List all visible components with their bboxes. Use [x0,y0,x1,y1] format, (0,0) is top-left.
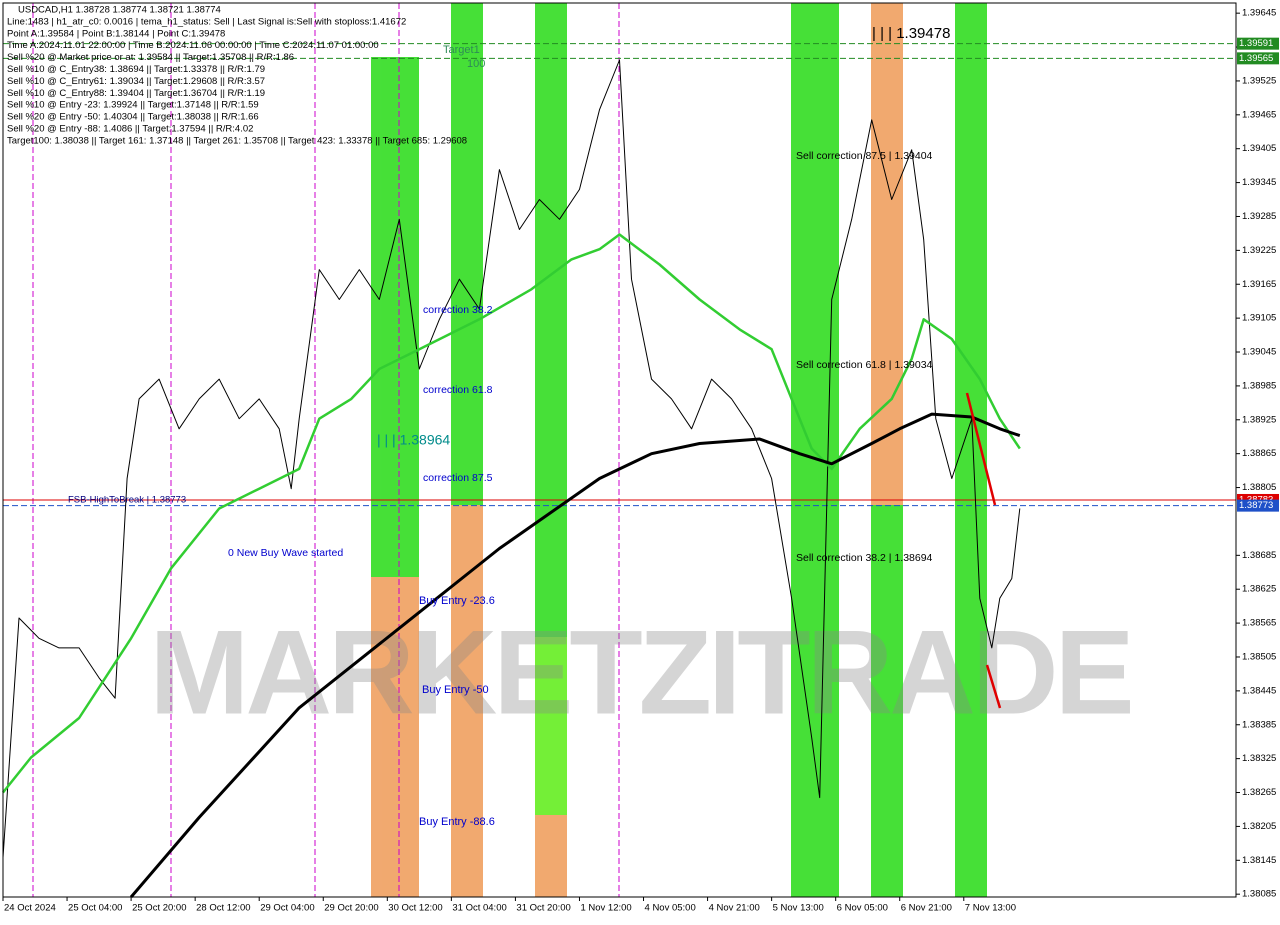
y-tick-label: 1.39105 [1242,313,1276,324]
annotation: Sell correction 61.8 | 1.39034 [796,359,933,371]
price-box [1237,499,1279,512]
y-tick-label: 1.39285 [1242,211,1276,222]
y-tick-label: 1.39045 [1242,347,1276,358]
info-line: Sell %10 @ C_Entry88: 1.39404 || Target:… [7,88,265,99]
x-tick-label: 24 Oct 2024 [4,903,56,914]
annotation: Buy Entry -88.6 [419,816,495,828]
info-line: Sell %20 @ Market price or at: 1.39584 |… [7,52,294,63]
price-line [2,233,1021,794]
y-tick-label: 1.38625 [1242,584,1276,595]
info-line: USDCAD,H1 1.38728 1.38774 1.38721 1.3877… [18,5,221,16]
info-line: Line:1483 | h1_atr_c0: 0.0016 | tema_h1_… [7,16,406,27]
plot: MARKETZITRADE [2,43,1236,898]
zone [871,505,903,897]
x-tick-label: 4 Nov 21:00 [709,903,760,914]
y-tick-label: 1.38205 [1242,821,1276,832]
price-box [1237,37,1279,50]
x-tick-label: 29 Oct 04:00 [260,903,314,914]
y-tick-label: 1.38685 [1242,550,1276,561]
y-tick-label: 1.39345 [1242,177,1276,188]
trend-line [985,664,1002,709]
zone [535,815,567,897]
price-box [1237,52,1279,65]
price-box-label: 1.39565 [1239,53,1273,64]
annotation: 0 New Buy Wave started [228,547,343,559]
watermark: MARKETZITRADE [149,606,1130,740]
x-tick-label: 25 Oct 04:00 [68,903,122,914]
annotation: Sell correction 38.2 | 1.38694 [796,552,933,564]
y-tick-label: 1.38985 [1242,380,1276,391]
info-line: Time A:2024.11.01 22:00:00 | Time B:2024… [7,40,379,51]
trend-line [965,392,997,506]
session-lines [32,3,620,897]
price-box-label: 1.39591 [1239,38,1273,49]
x-tick-label: 7 Nov 13:00 [965,903,1016,914]
zone [371,57,419,577]
info-line: Sell %10 @ Entry -23: 1.39924 || Target:… [7,100,259,111]
price-line [2,59,1021,858]
x-tick-label: 31 Oct 20:00 [516,903,570,914]
zone [791,3,839,897]
y-tick-label: 1.38385 [1242,719,1276,730]
y-tick-label: 1.38445 [1242,685,1276,696]
x-tick-label: 6 Nov 05:00 [837,903,888,914]
x-tick-label: 28 Oct 12:00 [196,903,250,914]
annotation: Target1 [443,44,480,56]
x-tick-label: 5 Nov 13:00 [773,903,824,914]
x-tick-label: 25 Oct 20:00 [132,903,186,914]
price-box-label: 1.38773 [1239,500,1273,511]
y-tick-label: 1.39465 [1242,109,1276,120]
x-tick-label: 31 Oct 04:00 [452,903,506,914]
info-line: Sell %20 @ Entry -50: 1.40304 || Target:… [7,112,259,123]
y-tick-label: 1.38865 [1242,448,1276,459]
y-tick-label: 1.38565 [1242,618,1276,629]
y-tick-label: 1.38505 [1242,651,1276,662]
annotation: Buy Entry -50 [422,684,489,696]
y-tick-label: 1.38145 [1242,855,1276,866]
y-tick-label: 1.39525 [1242,75,1276,86]
info-line: Sell %10 @ C_Entry61: 1.39034 || Target:… [7,76,265,87]
annotation: correction 61.8 [423,384,493,396]
annotation: Buy Entry -23.6 [419,595,495,607]
x-tick-label: 29 Oct 20:00 [324,903,378,914]
zone [871,3,903,505]
x-tick-label: 6 Nov 21:00 [901,903,952,914]
annotation: FSB-HighToBreak | 1.38773 [68,495,186,506]
x-tick-label: 30 Oct 12:00 [388,903,442,914]
zones [371,3,987,897]
y-tick-label: 1.38925 [1242,414,1276,425]
x-tick-label: 4 Nov 05:00 [645,903,696,914]
zone [451,3,483,505]
annotation: | | | 1.39478 [872,25,950,42]
y-tick-label: 1.38805 [1242,482,1276,493]
info-line: Sell %10 @ C_Entry38: 1.38694 || Target:… [7,64,265,75]
annotation: correction 87.5 [423,472,493,484]
zone [535,637,567,815]
annotation: correction 38.2 [423,304,493,316]
annotation: | | | 1.38964 [377,432,450,448]
x-tick-label: 1 Nov 12:00 [580,903,631,914]
plot-frame [2,2,1237,898]
y-tick-label: 1.39225 [1242,245,1276,256]
info-line: Sell %20 @ Entry -88: 1.4086 || Target:1… [7,124,253,135]
zone [535,3,567,637]
y-tick-label: 1.38085 [1242,889,1276,900]
zone [451,505,483,897]
price-line [129,412,1021,898]
y-tick-label: 1.39405 [1242,143,1276,154]
y-tick-label: 1.38265 [1242,787,1276,798]
y-tick-label: 1.39645 [1242,8,1276,19]
info-line: Point A:1.39584 | Point B:1.38144 | Poin… [7,28,225,39]
y-tick-label: 1.38325 [1242,753,1276,764]
y-tick-label: 1.39165 [1242,279,1276,290]
annotation: Sell correction 87.5 | 1.39404 [796,150,933,162]
info-line: Target100: 1.38038 || Target 161: 1.3714… [7,135,467,146]
annotation: 100 [467,58,485,70]
